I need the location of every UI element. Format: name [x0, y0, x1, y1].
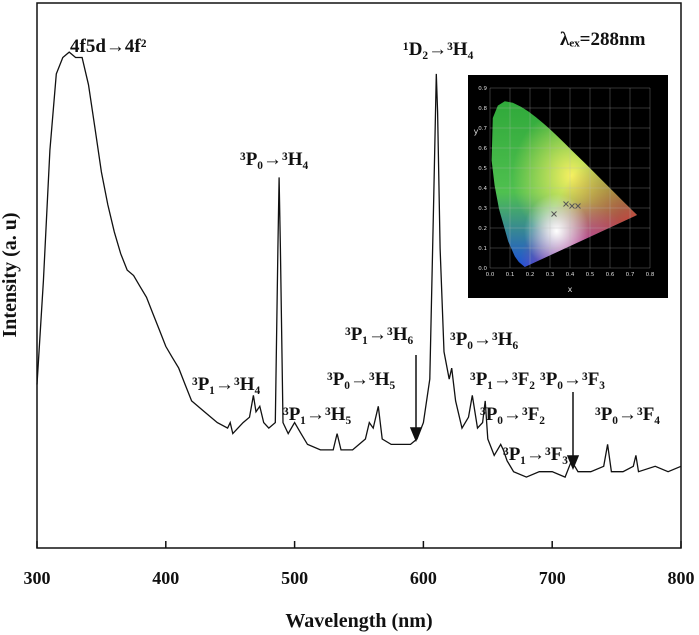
annotation: ³P₁→³H₄ [192, 374, 260, 395]
inset-y-tick-label: 0.1 [478, 246, 487, 252]
inset-y-tick-label: 0.8 [478, 106, 487, 112]
inset-x-label: x [568, 285, 573, 294]
cie-point [551, 211, 557, 217]
plot-frame [36, 2, 682, 549]
inset-x-tick-label: 0.6 [606, 272, 615, 278]
annotation: λₑₓ=288nm [560, 29, 646, 50]
spectrum-line [36, 51, 682, 478]
annotation: 4f5d→4f² [70, 36, 147, 57]
inset-x-tick-label: 0.1 [506, 272, 515, 278]
x-tick-label: 500 [281, 568, 308, 588]
inset-x-tick-label: 0.7 [626, 272, 635, 278]
inset-y-tick-label: 0.6 [478, 146, 487, 152]
annotation: ³P₀→³H₄ [240, 149, 308, 170]
annotation: ³P₁→³H₅ [283, 404, 351, 425]
arrows [409, 355, 580, 470]
x-tick-label: 600 [410, 568, 437, 588]
inset-y-tick-label: 0.2 [478, 226, 487, 232]
x-tick-label: 800 [668, 568, 695, 588]
x-tick-label: 300 [24, 568, 51, 588]
inset-y-tick-label: 0.4 [478, 186, 487, 192]
annotation: ³P₁→³H₆ [345, 324, 413, 345]
cie-point [575, 203, 581, 209]
annotation: ³P₀→³H₅ [327, 369, 395, 390]
inset-x-tick-label: 0.4 [566, 272, 575, 278]
inset-y-tick-label: 0.0 [478, 266, 487, 272]
x-axis-label: Wavelength (nm) [285, 610, 432, 632]
inset-x-tick-label: 0.0 [486, 272, 495, 278]
inset-y-tick-label: 0.3 [478, 206, 487, 212]
annotation: ³P₁→³F₂ [470, 369, 535, 390]
inset-x-tick-label: 0.2 [526, 272, 535, 278]
inset-y-tick-label: 0.5 [478, 166, 487, 172]
cie-point [569, 203, 575, 209]
inset-x-tick-label: 0.5 [586, 272, 595, 278]
cie-point [563, 201, 569, 207]
inset-x-tick-label: 0.8 [646, 272, 655, 278]
inset-x-tick-label: 0.3 [546, 272, 555, 278]
y-axis-label: Intensity (a. u) [0, 212, 21, 337]
inset-y-tick-label: 0.9 [478, 86, 487, 92]
annotation: ³P₀→³F₃ [540, 369, 605, 390]
x-tick-label: 400 [152, 568, 179, 588]
annotation: ³P₀→³F₄ [595, 404, 660, 425]
annotation: ³P₁→³F₃ [503, 444, 568, 465]
annotation: ³P₀→³F₂ [480, 404, 545, 425]
annotation: ³P₀→³H₆ [450, 329, 518, 350]
inset-y-tick-label: 0.7 [478, 126, 487, 132]
annotation: ¹D₂→³H₄ [403, 39, 474, 60]
x-tick-label: 700 [539, 568, 566, 588]
inset-y-label: y [474, 127, 479, 136]
